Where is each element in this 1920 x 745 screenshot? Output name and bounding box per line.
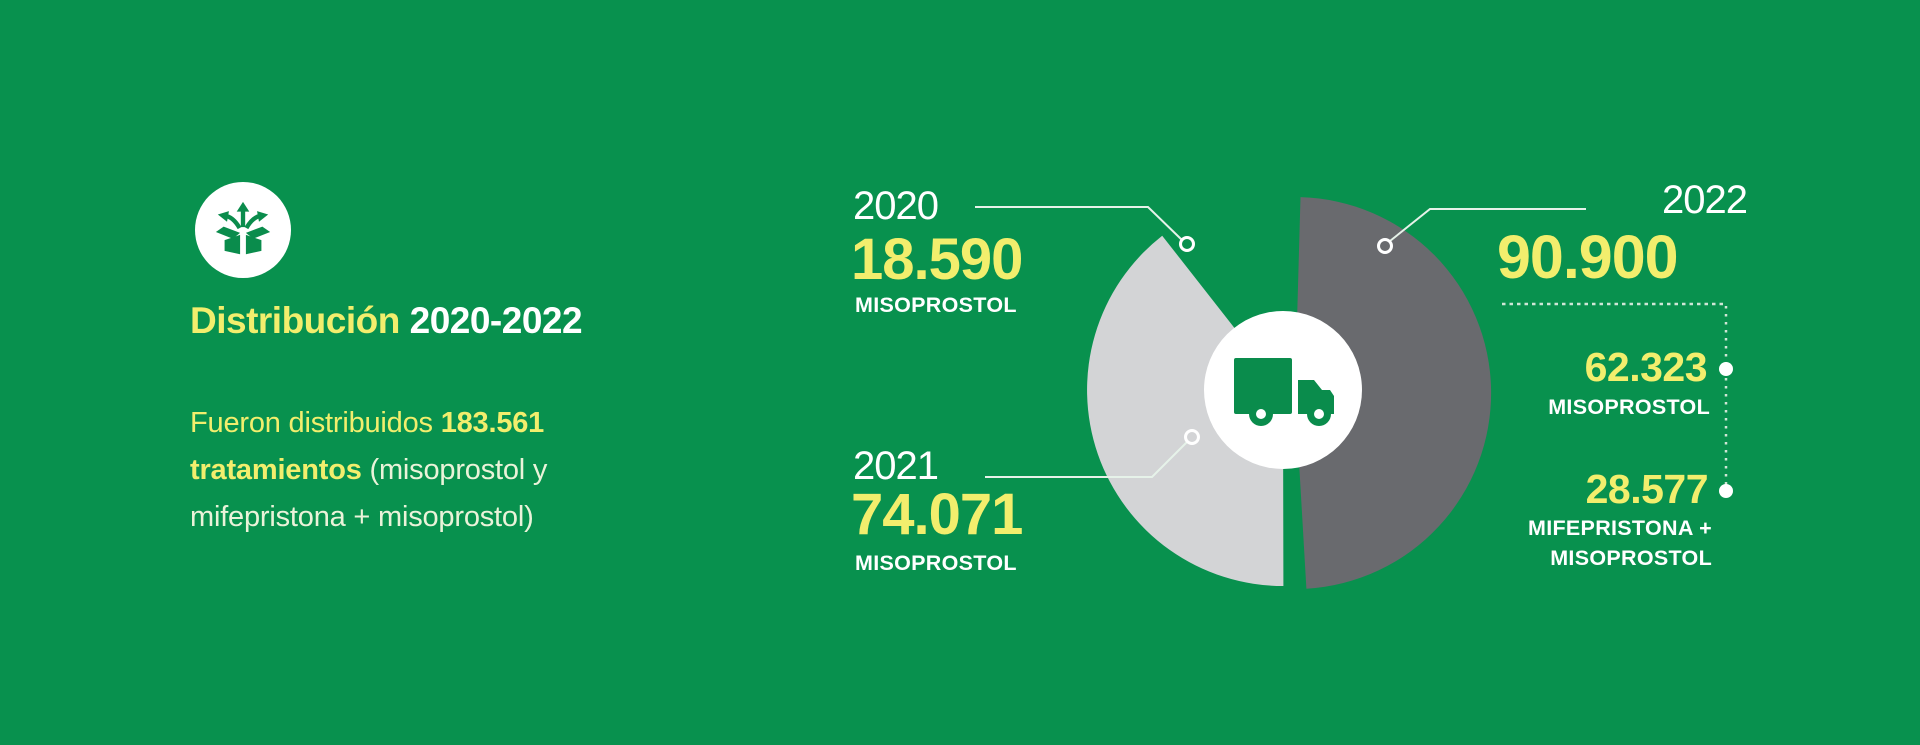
callout-year-2022: 2022	[1662, 178, 1748, 222]
callout-value-2021: 74.071	[851, 482, 1023, 547]
summary-lead: Fueron distribuidos	[190, 407, 441, 439]
pie-slice-2021	[1087, 235, 1284, 587]
leader-line-2020	[975, 206, 1183, 241]
leader-line-2022	[1389, 208, 1586, 242]
callout-value-2020: 18.590	[851, 227, 1023, 292]
breakdown-label-line2: MISOPROSTOL	[1550, 546, 1712, 570]
leader-ring-2022	[1377, 238, 1393, 254]
breakdown-label-misoprostol: MISOPROSTOL	[1548, 395, 1710, 419]
truck-icon	[1234, 358, 1334, 426]
distribution-box-icon	[195, 182, 291, 278]
dot-misoprostol-2022	[1719, 362, 1733, 376]
page-title: Distribución 2020-2022	[190, 300, 583, 342]
summary-total: 183.561 tratamientos	[190, 407, 545, 486]
title-years: 2020-2022	[399, 300, 583, 341]
pie-slices	[1087, 197, 1492, 589]
callout-value-2022: 90.900	[1497, 223, 1679, 291]
leader-ring-2020	[1179, 236, 1195, 252]
leader-line-2021	[985, 441, 1188, 478]
distribution-box-glyph	[215, 201, 271, 255]
callout-year-2021: 2021	[853, 444, 939, 488]
callout-label-2021: MISOPROSTOL	[855, 551, 1017, 575]
breakdown-label-mifepristona: MIFEPRISTONA + MISOPROSTOL	[1528, 513, 1712, 573]
breakdown-label-line1: MIFEPRISTONA +	[1528, 516, 1712, 540]
summary-paren: (misoprostol y mifepristona + misoprosto…	[190, 454, 548, 533]
callout-year-2020: 2020	[853, 184, 939, 228]
breakdown-value-misoprostol: 62.323	[1584, 344, 1708, 390]
breakdown-value-mifepristona: 28.577	[1585, 466, 1709, 512]
title-highlight: Distribución	[190, 300, 400, 341]
leader-ring-2021	[1184, 429, 1200, 445]
dot-mifepristona-2022	[1719, 484, 1733, 498]
callout-label-2020: MISOPROSTOL	[855, 293, 1017, 317]
pie-slice-2022	[1295, 197, 1492, 589]
summary-text: Fueron distribuidos 183.561 tratamientos…	[190, 400, 642, 541]
